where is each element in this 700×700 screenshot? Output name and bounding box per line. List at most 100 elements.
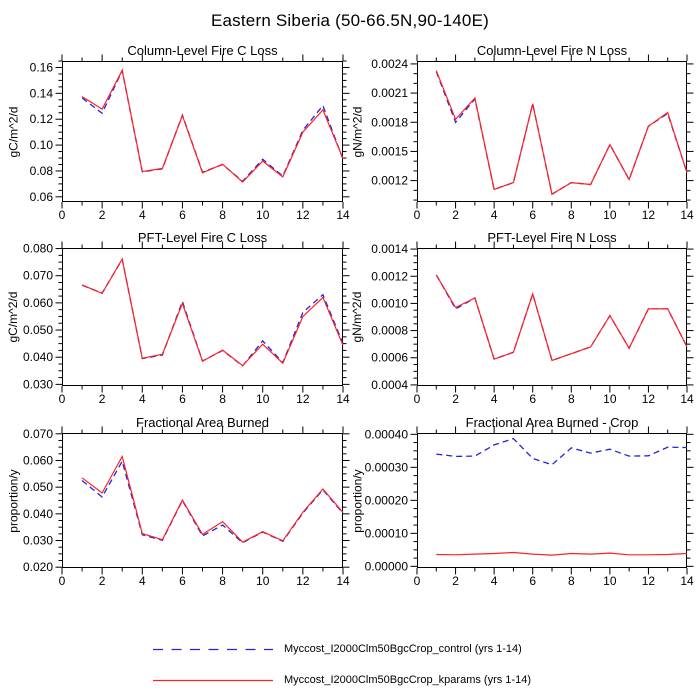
axis-frame xyxy=(417,61,687,202)
y-tick-label: 0.00000 xyxy=(365,559,409,573)
y-tick-label: 0.0010 xyxy=(371,296,408,310)
y-tick-label: 0.06 xyxy=(30,190,54,204)
y-tick-label: 0.070 xyxy=(23,269,53,283)
x-tick-label: 6 xyxy=(179,208,186,222)
x-tick-label: 2 xyxy=(99,574,106,588)
x-tick-label: 14 xyxy=(336,574,350,588)
x-tick-label: 4 xyxy=(139,392,146,406)
x-tick-label: 8 xyxy=(219,208,226,222)
x-tick-label: 4 xyxy=(491,392,498,406)
y-tick-label: 0.0014 xyxy=(371,242,408,256)
axis-frame xyxy=(62,248,343,386)
y-tick-label: 0.050 xyxy=(23,480,53,494)
y-tick-label: 0.0018 xyxy=(371,115,408,129)
chart-canvas: 0.030 0.040 0.050 0.060 0.070 0.080 0 2 4 6 8 10 12 1… xyxy=(23,241,350,406)
x-tick-label: 12 xyxy=(296,392,310,406)
axes xyxy=(55,241,350,393)
x-tick-label: 4 xyxy=(491,208,498,222)
x-tick-label: 10 xyxy=(256,208,270,222)
legend-line-kparams xyxy=(153,679,273,681)
y-tick-label: 0.080 xyxy=(23,242,53,256)
y-tick-label: 0.08 xyxy=(30,164,54,178)
chart-canvas: 0.020 0.030 0.040 0.050 0.060 0.070 0 2 4 6 8 10 12 1… xyxy=(23,426,350,588)
series-line-control xyxy=(81,459,344,544)
y-tick-label: 0.040 xyxy=(23,350,53,364)
y-tick-label: 0.12 xyxy=(30,112,54,126)
x-tick-label: 12 xyxy=(642,574,656,588)
axes xyxy=(410,426,694,575)
x-tick-label: 6 xyxy=(179,574,186,588)
y-tick-label: 0.060 xyxy=(23,453,53,467)
axis-frame xyxy=(62,433,343,568)
series-line-control xyxy=(435,71,688,196)
y-axis-label: gN/m^2/d xyxy=(350,291,364,343)
series-line-kparams xyxy=(435,70,688,196)
x-tick-label: 14 xyxy=(336,392,350,406)
series-line-kparams xyxy=(435,274,688,362)
y-tick-label: 0.020 xyxy=(23,560,53,574)
x-tick-label: 8 xyxy=(568,574,575,588)
y-tick-label: 0.0012 xyxy=(371,174,408,188)
chart-canvas: 0.06 0.08 0.10 0.12 0.14 0.16 0 2 4 6 8 10 12 14 xyxy=(30,54,350,222)
x-tick-label: 4 xyxy=(139,574,146,588)
x-tick-label: 4 xyxy=(491,574,498,588)
x-tick-label: 6 xyxy=(529,392,536,406)
series-line-kparams xyxy=(81,454,344,543)
axis-frame xyxy=(62,61,343,202)
x-tick-label: 10 xyxy=(603,392,617,406)
x-tick-label: 14 xyxy=(680,392,694,406)
chart-canvas: 0.00000 0.00010 0.00020 0.00030 0.00040 0 2 4 6 8… xyxy=(365,426,694,588)
y-tick-label: 0.0015 xyxy=(371,144,408,158)
x-tick-label: 6 xyxy=(529,574,536,588)
x-tick-label: 4 xyxy=(139,208,146,222)
axes xyxy=(55,426,350,575)
legend-label-control: Myccost_I2000Clm50BgcCrop_control (yrs 1… xyxy=(284,643,522,655)
x-tick-label: 14 xyxy=(680,208,694,222)
y-tick-label: 0.0024 xyxy=(371,57,408,71)
y-tick-label: 0.0008 xyxy=(371,324,408,338)
series-line-control xyxy=(435,274,688,362)
chart-canvas: 0.0012 0.0015 0.0018 0.0021 0.0024 0 2 4 6 8 10 12 1… xyxy=(371,54,694,222)
y-tick-label: 0.070 xyxy=(23,427,53,441)
subplot-title: Column-Level Fire C Loss xyxy=(127,43,278,58)
y-tick-label: 0.0004 xyxy=(371,378,408,392)
axes xyxy=(410,54,694,209)
y-tick-label: 0.14 xyxy=(30,86,54,100)
x-tick-label: 2 xyxy=(99,208,106,222)
y-tick-label: 0.0006 xyxy=(371,351,408,365)
y-tick-label: 0.00020 xyxy=(365,493,409,507)
series-line-kparams xyxy=(81,68,344,183)
x-tick-label: 2 xyxy=(452,392,459,406)
x-tick-label: 6 xyxy=(529,208,536,222)
x-tick-label: 0 xyxy=(59,392,66,406)
x-tick-label: 8 xyxy=(219,392,226,406)
y-tick-label: 0.16 xyxy=(30,60,54,74)
x-tick-label: 0 xyxy=(414,392,421,406)
y-axis-label: gN/m^2/d xyxy=(350,106,364,157)
x-tick-label: 6 xyxy=(179,392,186,406)
x-tick-label: 8 xyxy=(219,574,226,588)
x-tick-label: 10 xyxy=(256,574,270,588)
x-tick-label: 0 xyxy=(414,574,421,588)
x-tick-label: 14 xyxy=(680,574,694,588)
x-tick-label: 8 xyxy=(568,208,575,222)
subplot-title: Column-Level Fire N Loss xyxy=(476,43,628,58)
x-tick-label: 0 xyxy=(414,208,421,222)
figure-title: Eastern Siberia (50-66.5N,90-140E) xyxy=(210,11,489,30)
x-tick-label: 0 xyxy=(59,208,66,222)
y-tick-label: 0.00040 xyxy=(365,427,409,441)
x-tick-label: 10 xyxy=(603,208,617,222)
x-tick-label: 12 xyxy=(642,208,656,222)
axes xyxy=(55,54,350,209)
x-tick-label: 2 xyxy=(452,208,459,222)
legend-entry-kparams: Myccost_I2000Clm50BgcCrop_kparams (yrs 1… xyxy=(152,673,531,687)
y-tick-label: 0.10 xyxy=(30,138,54,152)
y-axis-label: gC/m^2/d xyxy=(6,106,20,157)
series-line-control xyxy=(436,437,688,466)
subplot-title: Fractional Area Burned - Crop xyxy=(465,415,639,430)
y-tick-label: 0.0012 xyxy=(371,269,408,283)
series-line-kparams xyxy=(436,551,688,556)
x-tick-label: 2 xyxy=(452,574,459,588)
y-tick-label: 0.050 xyxy=(23,323,53,337)
